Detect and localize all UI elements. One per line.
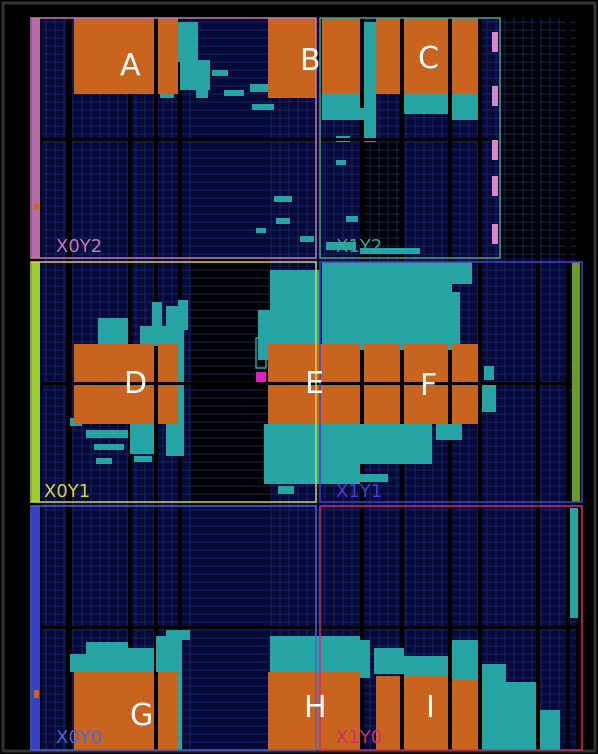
block-label-c: C	[418, 41, 439, 76]
routing-cells	[70, 18, 578, 750]
selected-cell-marker[interactable]	[256, 372, 266, 382]
block-label-e: E	[305, 366, 324, 401]
block-label-b: B	[300, 43, 321, 78]
io-column-x0y2	[32, 18, 40, 258]
region-x1y0-border[interactable]	[319, 505, 583, 751]
block-label-g: G	[130, 698, 153, 733]
io-column-x1y2	[492, 32, 498, 244]
region-x0y2-border[interactable]	[30, 17, 317, 259]
io-column-x0y0	[32, 506, 40, 750]
io-column-x1y1	[572, 262, 580, 502]
region-name-x0y0: X0Y0	[56, 727, 102, 748]
block-label-i: I	[426, 690, 435, 725]
block-label-a: A	[120, 48, 141, 83]
region-name-x1y2: X1Y2	[336, 236, 382, 257]
selected-cell-outline	[255, 337, 267, 369]
io-column-x0y1	[32, 262, 40, 502]
block-label-f: F	[420, 368, 437, 403]
region-name-x1y0: X1Y0	[336, 727, 382, 748]
block-label-h: H	[304, 690, 327, 725]
region-name-x0y1: X0Y1	[44, 481, 90, 502]
block-label-d: D	[124, 366, 147, 401]
region-x1y2-border[interactable]	[319, 17, 501, 259]
io-marker	[34, 690, 39, 698]
region-x0y1-border[interactable]	[30, 261, 317, 503]
region-x1y1-border[interactable]	[319, 261, 583, 503]
clock-rows	[32, 138, 582, 629]
region-x0y0-border[interactable]	[30, 505, 317, 751]
region-name-x1y1: X1Y1	[336, 481, 382, 502]
region-name-x0y2: X0Y2	[56, 236, 102, 257]
io-marker	[34, 204, 39, 209]
